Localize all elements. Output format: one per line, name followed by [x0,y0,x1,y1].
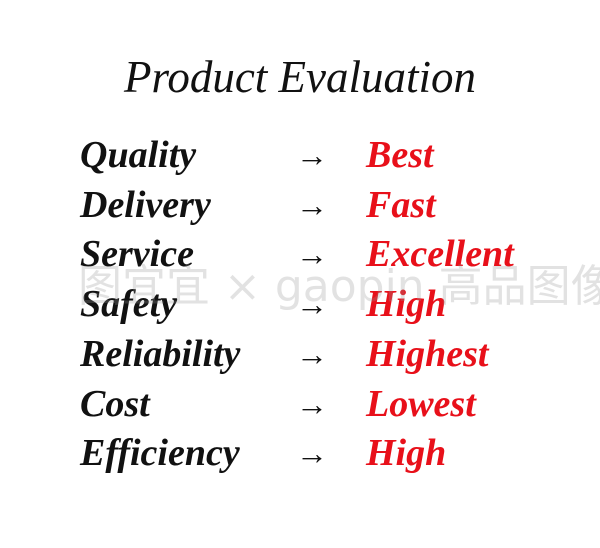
arrow-right-icon: → [296,385,328,422]
list-item: Cost → Lowest [0,379,600,429]
list-item: Quality → Best [0,130,600,180]
arrow-right-icon: → [296,137,328,173]
rating-value: Excellent [366,233,514,276]
list-item: Efficiency → High [0,428,600,478]
page-title: Product Evaluation [123,52,477,102]
list-item: Reliability → Highest [0,329,600,379]
list-item: Safety → High [0,279,600,329]
arrow-right-icon: → [296,335,328,372]
list-item: Service → Excellent [0,229,600,279]
criterion-label: Service [80,233,194,276]
list-item: Delivery → Fast [0,180,600,230]
criterion-label: Safety [80,283,178,326]
criterion-label: Cost [80,382,150,425]
rating-value: Highest [366,332,489,375]
rating-value: Best [366,134,434,176]
rating-value: Lowest [366,382,476,425]
rating-value: High [366,283,447,326]
arrow-right-icon: → [296,286,328,323]
criterion-label: Efficiency [80,432,240,475]
criterion-label: Quality [80,134,197,176]
criterion-label: Delivery [80,183,211,226]
arrow-right-icon: → [296,435,328,472]
arrow-right-icon: → [296,236,328,273]
arrow-right-icon: → [296,186,328,223]
criterion-label: Reliability [80,332,241,375]
rating-value: Fast [366,183,436,226]
rating-value: High [366,432,447,475]
